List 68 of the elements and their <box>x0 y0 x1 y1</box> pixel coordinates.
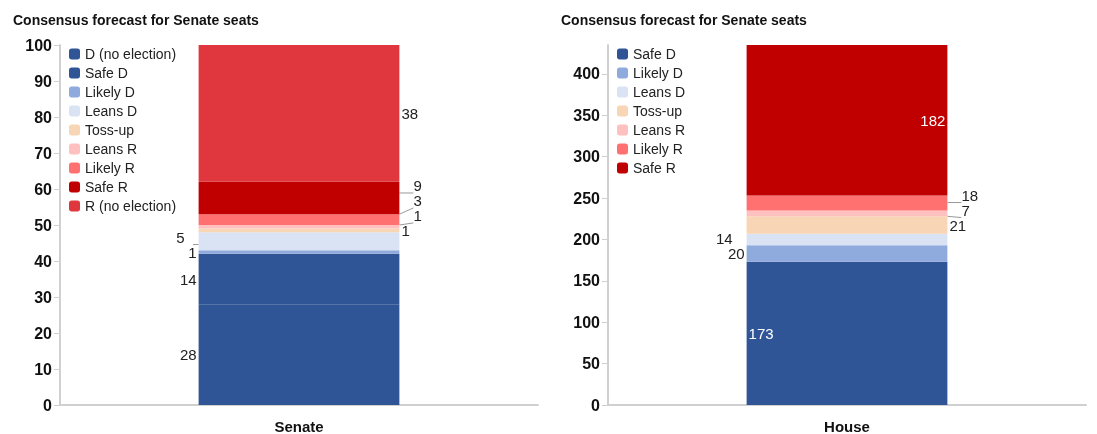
data-label: 1 <box>401 221 410 239</box>
bar <box>198 181 400 215</box>
y-tick-label: 400 <box>573 65 601 83</box>
legend-label: Likely R <box>633 141 683 157</box>
y-tick-label: 10 <box>34 360 53 378</box>
y-tick-label: 100 <box>25 36 53 54</box>
legend-label: Safe D <box>85 65 128 81</box>
data-label: 28 <box>179 346 197 364</box>
data-label: 5 <box>176 228 185 246</box>
bar <box>746 261 948 405</box>
legend-label: Likely D <box>85 84 135 100</box>
chart-title: Consensus forecast for Senate seats <box>13 12 260 28</box>
x-tick-label: Senate <box>274 418 324 434</box>
data-label: 1 <box>188 243 197 261</box>
bar <box>198 232 400 251</box>
data-label: 20 <box>727 245 745 263</box>
bar <box>746 245 948 262</box>
bar <box>198 214 400 225</box>
bar <box>746 216 948 234</box>
y-tick-label: 30 <box>34 288 53 306</box>
legend-label: R (no election) <box>85 198 177 214</box>
y-tick-label: 60 <box>34 180 53 198</box>
y-tick-label: 250 <box>573 189 601 207</box>
x-tick-label: House <box>824 418 870 434</box>
y-tick-label: 50 <box>582 355 601 373</box>
y-tick-label: 90 <box>34 72 53 90</box>
data-label: 7 <box>961 201 970 219</box>
bar <box>198 225 400 229</box>
legend-label: Toss-up <box>633 103 683 119</box>
legend-label: Safe R <box>633 160 676 176</box>
legend-label: Toss-up <box>85 122 135 138</box>
legend-label: Leans R <box>633 122 686 138</box>
y-tick-label: 0 <box>43 396 53 414</box>
legend-label: D (no election) <box>85 46 177 62</box>
y-tick-label: 150 <box>573 272 601 290</box>
y-tick-label: 350 <box>573 106 601 124</box>
chart-title: Consensus forecast for Senate seats <box>561 12 808 28</box>
y-tick-label: 200 <box>573 230 601 248</box>
y-tick-label: 50 <box>34 216 53 234</box>
y-tick-label: 80 <box>34 108 53 126</box>
legend-label: Likely R <box>85 160 135 176</box>
legend-label: Safe D <box>633 46 676 62</box>
data-label: 3 <box>413 191 422 209</box>
bar <box>746 233 948 246</box>
data-label: 21 <box>949 216 967 234</box>
bar <box>746 195 948 211</box>
data-label: 14 <box>715 230 733 248</box>
bar <box>746 45 948 196</box>
y-tick-label: 70 <box>34 144 53 162</box>
y-tick-label: 20 <box>34 324 53 342</box>
y-tick-label: 0 <box>591 396 601 414</box>
bar <box>198 45 400 182</box>
legend-label: Leans D <box>633 84 686 100</box>
data-label: 14 <box>179 270 197 288</box>
y-tick-label: 100 <box>573 313 601 331</box>
data-label: 1 <box>413 206 422 224</box>
data-label: 173 <box>748 324 774 342</box>
y-tick-label: 300 <box>573 148 601 166</box>
legend-label: Leans D <box>85 103 138 119</box>
data-label: 18 <box>961 186 979 204</box>
legend-label: Safe R <box>85 179 128 195</box>
data-label: 182 <box>920 111 946 129</box>
y-tick-label: 40 <box>34 252 53 270</box>
bar <box>198 250 400 254</box>
data-label: 38 <box>401 104 419 122</box>
legend-label: Leans R <box>85 141 138 157</box>
data-label: 9 <box>413 176 422 194</box>
legend-label: Likely D <box>633 65 683 81</box>
